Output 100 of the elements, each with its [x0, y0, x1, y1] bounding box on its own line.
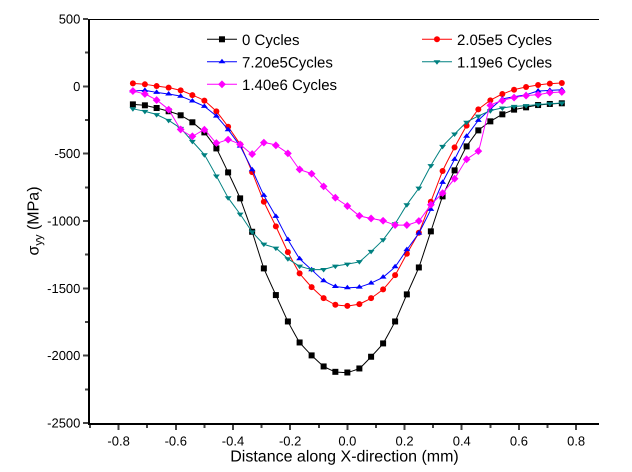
point [450, 174, 458, 183]
point [402, 221, 411, 229]
x-tick-label: -0.8 [107, 434, 130, 449]
point [486, 101, 494, 110]
point [535, 82, 542, 88]
point [272, 141, 280, 150]
point [152, 96, 161, 104]
point [284, 150, 292, 158]
point [320, 295, 327, 302]
point [272, 223, 279, 230]
point [499, 91, 506, 98]
point [344, 370, 350, 376]
y-tick-label: -2000 [47, 348, 80, 364]
x-tick-label: -0.2 [278, 434, 302, 449]
point [438, 189, 446, 198]
y-tick-label: -1500 [47, 280, 80, 296]
point [320, 363, 327, 370]
y-tick-label: -1000 [47, 214, 80, 229]
point [154, 105, 160, 112]
point [343, 202, 352, 210]
x-tick-label: 0.8 [567, 434, 586, 449]
point [308, 352, 315, 358]
point [164, 106, 173, 114]
point [212, 139, 220, 147]
point [213, 108, 220, 114]
point [475, 127, 482, 134]
point [379, 216, 387, 225]
point [511, 86, 518, 93]
point [356, 365, 362, 372]
x-tick-label: 0.4 [452, 434, 471, 449]
point [331, 194, 340, 202]
point [392, 318, 398, 324]
point [380, 340, 386, 346]
point [499, 111, 506, 118]
point [130, 101, 136, 108]
legend-label: 1.40e6 Cycles [242, 77, 338, 94]
point [284, 318, 291, 324]
point [440, 168, 446, 174]
point [558, 88, 566, 96]
point [368, 354, 374, 360]
point [534, 90, 542, 99]
point [189, 92, 196, 98]
point [356, 301, 362, 308]
point [546, 88, 554, 97]
point [367, 214, 375, 222]
point [284, 249, 291, 256]
point [464, 143, 470, 150]
point [546, 80, 553, 87]
point [558, 80, 565, 86]
point [522, 92, 530, 100]
point [344, 302, 350, 309]
point [308, 170, 316, 178]
x-axis-title: Distance along X-direction (mm) [230, 448, 459, 466]
point [296, 166, 304, 174]
legend-label: 1.19e6 Cycles [456, 54, 552, 72]
x-tick-label: -0.6 [164, 434, 187, 449]
point [332, 368, 338, 375]
point [368, 295, 374, 302]
y-tick-label: -500 [54, 146, 80, 162]
point [141, 90, 149, 98]
point [392, 272, 398, 278]
point [260, 198, 267, 205]
point [462, 155, 470, 164]
point [452, 144, 458, 150]
point [189, 119, 196, 126]
point [213, 145, 220, 152]
point [188, 132, 196, 140]
point [426, 200, 435, 209]
x-tick-label: 0.2 [396, 434, 414, 449]
point [404, 291, 410, 298]
point [510, 94, 518, 102]
legend-label: 7.20e5Cycles [242, 54, 333, 72]
point [475, 106, 482, 112]
point [225, 169, 232, 176]
point [248, 150, 256, 158]
point [320, 182, 328, 190]
point [380, 286, 386, 292]
point [224, 136, 232, 144]
y-tick-label: 500 [58, 12, 80, 27]
point [416, 264, 422, 270]
point [487, 118, 494, 124]
point [452, 167, 458, 174]
point [355, 212, 364, 220]
y-tick-label: 0 [73, 78, 80, 94]
point [260, 138, 268, 147]
y-tick-label: -2500 [47, 416, 80, 431]
x-tick-label: 0.6 [510, 434, 528, 449]
point [428, 228, 434, 234]
point [296, 339, 303, 346]
point [178, 87, 184, 94]
point [200, 126, 208, 134]
point [308, 284, 315, 290]
point [272, 292, 279, 298]
point [130, 80, 136, 86]
point [498, 96, 506, 105]
legend-label: 0 Cycles [242, 32, 300, 50]
point [154, 83, 160, 90]
point [237, 195, 244, 202]
x-tick-label: -0.4 [222, 434, 244, 449]
point [296, 270, 303, 276]
